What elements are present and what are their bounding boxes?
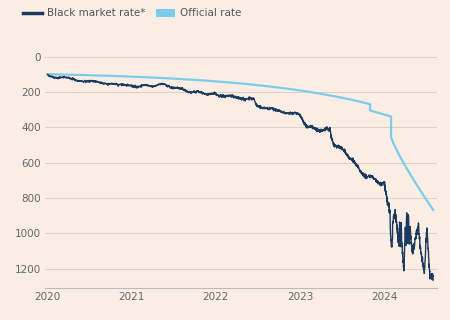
Legend: Black market rate*, Official rate: Black market rate*, Official rate [19, 4, 245, 23]
